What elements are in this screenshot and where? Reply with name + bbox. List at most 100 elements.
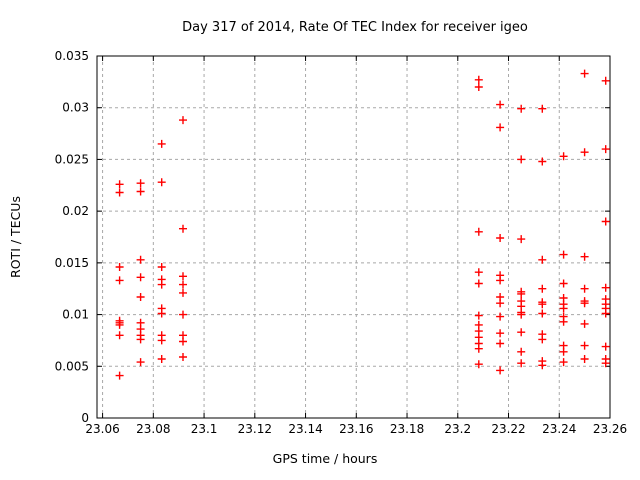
data-point bbox=[474, 75, 483, 84]
data-point bbox=[517, 104, 526, 113]
data-point bbox=[538, 309, 547, 318]
data-point bbox=[136, 255, 145, 264]
x-tick-label: 23.2 bbox=[444, 422, 471, 436]
data-point bbox=[115, 320, 124, 329]
data-point bbox=[580, 341, 589, 350]
y-tick-label: 0.015 bbox=[55, 256, 89, 270]
data-point bbox=[136, 335, 145, 344]
data-point bbox=[580, 284, 589, 293]
y-tick-label: 0.01 bbox=[62, 308, 89, 322]
data-point bbox=[474, 279, 483, 288]
data-point bbox=[496, 366, 505, 375]
data-point bbox=[179, 288, 187, 297]
data-point bbox=[580, 148, 589, 157]
data-point bbox=[496, 276, 505, 285]
data-point bbox=[179, 310, 187, 319]
data-point bbox=[496, 329, 505, 338]
data-point bbox=[517, 289, 526, 298]
data-point bbox=[115, 180, 124, 189]
data-point bbox=[538, 300, 547, 309]
data-point bbox=[538, 104, 547, 113]
data-point bbox=[136, 187, 145, 196]
y-tick-labels: 0 0.005 0.01 0.015 0.02 0.025 0.03 0.035 bbox=[55, 49, 89, 425]
data-point bbox=[474, 227, 483, 236]
y-tick-label: 0.005 bbox=[55, 359, 89, 373]
data-point bbox=[601, 76, 610, 85]
data-point bbox=[474, 344, 483, 353]
data-point bbox=[538, 335, 547, 344]
data-point bbox=[517, 359, 526, 368]
data-point bbox=[580, 299, 589, 308]
axis-ticks bbox=[97, 55, 611, 419]
data-point bbox=[179, 337, 187, 346]
data-point bbox=[157, 139, 166, 148]
data-point bbox=[496, 234, 505, 242]
data-point bbox=[517, 155, 526, 164]
data-point bbox=[474, 360, 483, 369]
data-point bbox=[136, 273, 145, 282]
data-point bbox=[580, 355, 589, 363]
data-point bbox=[496, 123, 505, 132]
data-point bbox=[496, 299, 505, 308]
data-point bbox=[115, 263, 124, 271]
grid-lines bbox=[97, 56, 610, 418]
data-point bbox=[179, 272, 187, 281]
data-point bbox=[496, 100, 505, 109]
data-point bbox=[580, 319, 589, 328]
data-point bbox=[559, 317, 568, 326]
x-tick-labels: 23.06 23.08 23.1 23.12 23.14 23.16 23.18 23.2 23… bbox=[85, 422, 627, 436]
data-point bbox=[538, 361, 547, 370]
x-tick-label: 23.26 bbox=[593, 422, 627, 436]
y-tick-label: 0.03 bbox=[62, 101, 89, 115]
data-point bbox=[559, 250, 568, 259]
data-point bbox=[580, 252, 589, 261]
data-point bbox=[157, 280, 166, 289]
x-tick-label: 23.12 bbox=[238, 422, 272, 436]
data-point bbox=[601, 309, 610, 318]
data-point bbox=[601, 359, 610, 368]
data-point bbox=[157, 178, 166, 187]
data-point bbox=[157, 355, 166, 363]
x-axis-label: GPS time / hours bbox=[273, 451, 378, 466]
data-point bbox=[179, 116, 187, 125]
data-point bbox=[136, 358, 145, 367]
x-tick-label: 23.08 bbox=[136, 422, 170, 436]
data-point bbox=[474, 268, 483, 277]
data-point bbox=[136, 179, 145, 188]
data-point bbox=[601, 145, 610, 154]
data-point bbox=[559, 358, 568, 367]
data-point bbox=[580, 69, 589, 78]
x-tick-label: 23.24 bbox=[542, 422, 576, 436]
y-tick-label: 0.035 bbox=[55, 49, 89, 63]
y-axis-label: ROTI / TECUs bbox=[8, 196, 23, 278]
data-point bbox=[179, 224, 187, 233]
data-point bbox=[157, 336, 166, 345]
data-point bbox=[559, 152, 568, 161]
data-point bbox=[115, 188, 124, 197]
data-point bbox=[517, 347, 526, 356]
data-point bbox=[601, 283, 610, 292]
data-point bbox=[517, 310, 526, 319]
x-tick-label: 23.06 bbox=[85, 422, 119, 436]
x-tick-label: 23.14 bbox=[288, 422, 322, 436]
data-point bbox=[496, 339, 505, 348]
data-point bbox=[517, 235, 526, 244]
x-tick-label: 23.22 bbox=[491, 422, 525, 436]
data-point bbox=[538, 284, 547, 293]
data-point bbox=[496, 312, 505, 321]
data-point bbox=[538, 157, 547, 166]
data-point bbox=[601, 217, 610, 226]
x-tick-label: 23.1 bbox=[191, 422, 218, 436]
x-tick-label: 23.18 bbox=[390, 422, 424, 436]
data-point bbox=[136, 293, 145, 301]
data-point bbox=[157, 309, 166, 318]
data-point bbox=[157, 263, 166, 271]
y-tick-label: 0 bbox=[81, 411, 89, 425]
data-point bbox=[474, 311, 483, 320]
data-point bbox=[115, 371, 124, 380]
x-tick-label: 23.16 bbox=[339, 422, 373, 436]
y-tick-label: 0.025 bbox=[55, 152, 89, 166]
data-points bbox=[115, 69, 610, 380]
